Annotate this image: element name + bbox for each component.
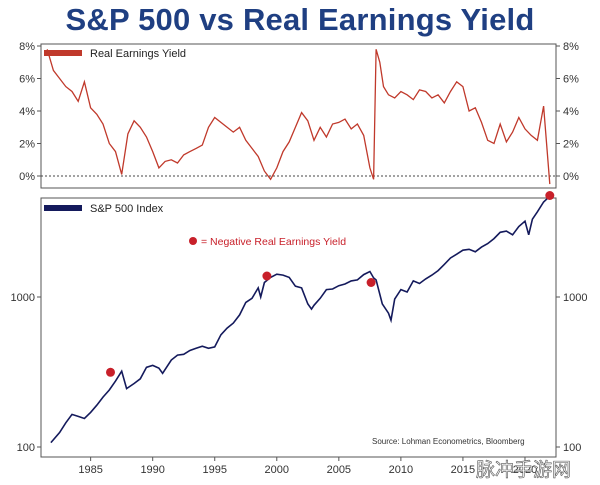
index-tick-label-right: 100	[563, 442, 581, 454]
yield-legend-label: Real Earnings Yield	[90, 48, 186, 60]
yield-legend-swatch	[44, 50, 82, 56]
real-earnings-yield-line	[46, 49, 551, 185]
yield-tick-label-left: 4%	[19, 106, 35, 118]
index-tick-label-right: 1000	[563, 292, 587, 304]
negative-yield-marker	[545, 191, 555, 200]
x-axis: 1985 1990 1995 2000 2005 2010 2015 2020	[78, 457, 537, 476]
x-tick-label: 2010	[389, 464, 413, 476]
yield-tick-label-left: 6%	[19, 74, 35, 86]
yield-tick-label-right: 0%	[563, 171, 579, 183]
negative-yield-marker	[106, 367, 115, 377]
yield-tick-label-right: 6%	[563, 74, 579, 86]
watermark: 脉冲手游网	[476, 459, 571, 481]
yield-tick-label-left: 8%	[19, 41, 35, 53]
index-tick-label-left: 100	[17, 442, 35, 454]
index-legend-label: S&P 500 Index	[90, 203, 164, 215]
negative-yield-markers	[106, 191, 555, 377]
source-note: Source: Lohman Econometrics, Bloomberg	[372, 437, 525, 446]
index-tick-label-left: 1000	[11, 292, 35, 304]
yield-tick-label-right: 8%	[563, 41, 579, 53]
sp500-index-line	[50, 195, 551, 444]
annotation-text: = Negative Real Earnings Yield	[201, 236, 346, 248]
x-tick-label: 2015	[451, 464, 475, 476]
x-tick-label: 1990	[140, 464, 164, 476]
index-legend-swatch	[44, 205, 82, 211]
index-panel-frame	[40, 197, 557, 458]
x-tick-label: 1995	[202, 464, 226, 476]
yield-panel-frame	[40, 43, 557, 189]
yield-tick-label-right: 2%	[563, 139, 579, 151]
chart-title: S&P 500 vs Real Earnings Yield	[65, 2, 535, 37]
negative-yield-marker	[366, 278, 376, 287]
x-tick-label: 2020	[513, 464, 537, 476]
index-axis: 100 100 1000 1000	[11, 292, 588, 454]
annotation-marker	[189, 237, 197, 245]
x-tick-label: 2005	[327, 464, 351, 476]
negative-yield-marker	[262, 271, 272, 281]
yield-axis: 0% 0% 2% 2% 4% 4% 6% 6% 8% 8%	[19, 41, 579, 183]
yield-tick-label-left: 2%	[19, 139, 35, 151]
x-tick-label: 1985	[78, 464, 102, 476]
x-tick-label: 2000	[265, 464, 289, 476]
yield-tick-label-right: 4%	[563, 106, 579, 118]
yield-tick-label-left: 0%	[19, 171, 35, 183]
